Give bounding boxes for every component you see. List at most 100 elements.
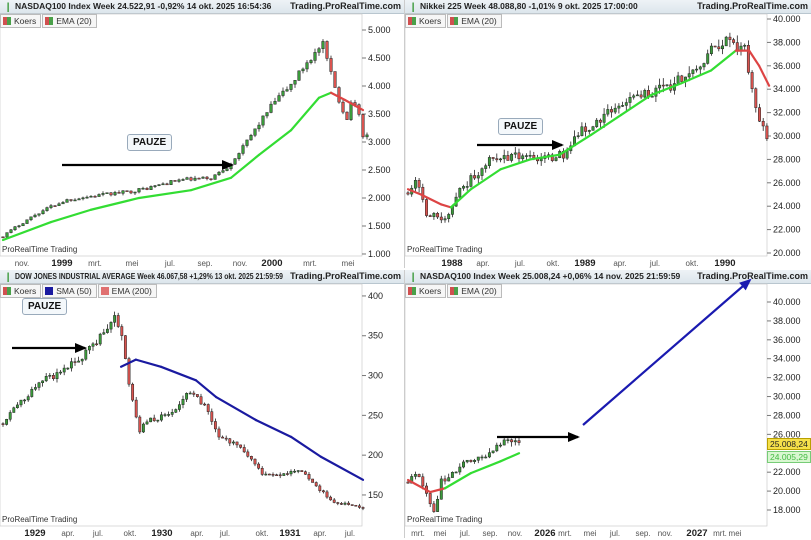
chart-canvas[interactable]: 40.000 38.000 36.000 34.000 32.000 30.000 28.0…	[405, 270, 811, 538]
brand-label[interactable]: Trading.ProRealTime.com	[697, 1, 808, 11]
legend-item[interactable]: EMA (200)	[97, 284, 157, 298]
candle-up	[305, 62, 309, 70]
brand-label[interactable]: Trading.ProRealTime.com	[697, 271, 808, 281]
indicator-line	[89, 196, 141, 211]
candle-down	[109, 192, 113, 196]
candle-up	[454, 471, 458, 474]
candle-down	[95, 343, 99, 346]
candle-up	[721, 45, 724, 50]
candle-down	[432, 503, 436, 512]
x-tick-label: 2027	[686, 528, 707, 538]
title-bar: ▕▏ NASDAQ100 Index Week 25.008,24 +0,06% …	[405, 270, 811, 284]
candle-up	[602, 113, 606, 123]
indicator-line	[329, 91, 347, 102]
y-tick-label: 36.000	[773, 61, 801, 71]
candle-down	[213, 421, 217, 430]
candle-up	[317, 48, 321, 53]
chart-title: NASDAQ100 Index Week 24.522,91 -0,92% 14…	[15, 1, 272, 11]
legend-item[interactable]: Koers	[405, 14, 447, 28]
candle-up	[465, 186, 469, 188]
watermark: ProRealTime Trading	[2, 515, 78, 524]
y-tick-label: 5.000	[368, 25, 391, 35]
chart-icon: ▕▏	[2, 3, 15, 12]
candle-down	[300, 470, 304, 472]
legend-item[interactable]: Koers	[0, 14, 42, 28]
candle-down	[361, 507, 365, 509]
candle-up	[217, 171, 221, 176]
candle-up	[691, 69, 695, 74]
legend-item[interactable]: Koers	[0, 284, 42, 298]
candle-up	[15, 404, 19, 409]
indicator-line	[649, 82, 683, 97]
indicator-line	[748, 49, 761, 67]
indicator-line	[679, 69, 713, 85]
candle-up	[181, 398, 185, 405]
candle-down	[746, 45, 750, 73]
brand-label[interactable]: Trading.ProRealTime.com	[290, 271, 401, 281]
y-tick-label: 400	[368, 291, 383, 301]
candle-up	[321, 41, 325, 49]
candle-up	[105, 328, 109, 333]
candle-up	[163, 414, 167, 416]
candle-up	[62, 367, 66, 373]
candle-down	[439, 216, 443, 221]
brand-label[interactable]: Trading.ProRealTime.com	[290, 1, 401, 11]
candle-up	[141, 423, 145, 433]
candle-up	[245, 139, 249, 146]
candle-down	[195, 394, 199, 397]
indicator-line	[429, 487, 447, 494]
legend-item[interactable]: EMA (20)	[42, 14, 97, 28]
candle-down	[242, 447, 246, 453]
legend-label: Koers	[14, 286, 37, 296]
candle-up	[624, 102, 628, 106]
candle-up	[33, 387, 37, 390]
y-tick-label: 32.000	[773, 373, 801, 383]
candle-up	[91, 343, 95, 347]
candle-up	[650, 95, 654, 98]
legend-label: EMA (20)	[56, 16, 92, 26]
y-tick-label: 36.000	[773, 335, 801, 345]
candle-up	[643, 90, 647, 98]
indicator-line	[343, 98, 365, 112]
panel-nasdaq-1999: ▕▏ NASDAQ100 Index Week 24.522,91 -0,92% …	[0, 0, 405, 268]
candle-up	[436, 498, 440, 512]
candle-down	[728, 36, 732, 40]
indicator-line	[289, 435, 322, 458]
candle-down	[325, 41, 329, 59]
legend-label: EMA (20)	[461, 16, 497, 26]
indicator-line	[159, 365, 198, 382]
panel-nasdaq-2025: ▕▏ NASDAQ100 Index Week 25.008,24 +0,06% …	[405, 270, 811, 538]
y-tick-label: 22.000	[773, 467, 801, 477]
pauze-label: PAUZE	[498, 118, 544, 135]
chart-title: DOW JONES INDUSTRIAL AVERAGE Week 46.067…	[15, 271, 283, 281]
y-tick-label: 250	[368, 410, 383, 420]
candle-down	[417, 474, 421, 478]
candle-down	[428, 493, 432, 505]
legend-item[interactable]: EMA (20)	[447, 284, 502, 298]
chart-canvas[interactable]: 400 350 300 250 200 150 1929 apr. jul. okt. 1930 ap…	[0, 270, 405, 538]
candle-up	[17, 225, 21, 228]
candle-up	[157, 184, 161, 186]
chart-canvas[interactable]: 5.000 4.500 4.000 3.500 3.000 2.500 2.000 1.500…	[0, 0, 405, 268]
y-tick-label: 30.000	[773, 131, 801, 141]
watermark: ProRealTime Trading	[407, 515, 483, 524]
legend-item[interactable]: Koers	[405, 284, 447, 298]
candle-down	[206, 404, 210, 412]
x-tick-label: mei	[729, 529, 742, 538]
legend: Koers EMA (20)	[0, 14, 98, 28]
y-tick-label: 34.000	[773, 84, 801, 94]
candle-up	[87, 346, 91, 351]
legend-item[interactable]: SMA (50)	[42, 284, 97, 298]
legend-item[interactable]: EMA (20)	[447, 14, 502, 28]
chart-canvas[interactable]: 40.000 38.000 36.000 34.000 32.000 30.000 28.0…	[405, 0, 811, 268]
indicator-line	[443, 472, 473, 490]
candle-up	[19, 399, 23, 406]
candle-down	[532, 155, 536, 159]
candle-up	[739, 45, 743, 51]
candle-up	[462, 461, 465, 468]
candle-up	[241, 145, 245, 154]
candle-down	[428, 215, 432, 217]
candle-down	[253, 458, 257, 465]
candle-down	[336, 502, 340, 504]
candle-up	[695, 68, 699, 71]
